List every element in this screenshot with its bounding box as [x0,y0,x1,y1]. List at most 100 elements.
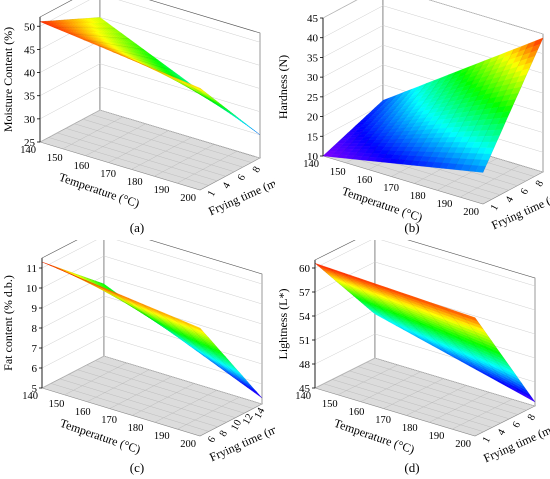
z-tick-label: 50 [24,21,36,33]
floor-gridline [50,383,209,432]
x-tick-label: 190 [437,199,453,210]
surface-meshline [322,100,384,157]
z-tick-label: 10 [307,151,319,163]
z-axis-label: Lightness (L*) [276,289,290,360]
z-axis-label: Fat content (% d.b.) [1,275,15,371]
z-tick-label: 30 [307,72,319,84]
panel-c: 5 6 7 8 9 10 11 140 150 160 170 180 190 200 6 8 10 12 14 Fa… [0,240,275,479]
x-tick-label: 180 [127,177,143,188]
surface-meshline [156,69,217,103]
floor-gridline [68,374,227,423]
z-tick-label: 9 [32,303,38,315]
surface-meshline [112,51,173,71]
floor-gridline [91,114,252,163]
x-tick-label: 180 [128,423,144,434]
surface-meshline [381,77,442,163]
floor-gridline [109,376,172,409]
z-tick-label: 51 [299,335,310,347]
x-tick-label: 140 [295,391,311,402]
y-tick-label: 6 [519,187,531,197]
y-tick-label: 10 [229,418,244,432]
surface-meshline [373,282,434,347]
floor-gridline [357,366,518,415]
floor-gridline [452,398,513,430]
surface-meshline [199,87,261,136]
z-tick-label: 30 [24,114,36,126]
surface-meshline [343,272,405,331]
x-tick-label: 170 [101,415,117,426]
floor-gridline [131,137,192,170]
floor-gridline [85,123,146,156]
x-tick-label: 160 [357,175,373,186]
surface-meshline [98,45,159,61]
surface-meshline [85,279,148,316]
z-tick-label: 35 [24,91,36,103]
floor-gridline [57,132,218,182]
x-tick-label: 160 [349,407,365,418]
surface-cell [192,84,203,91]
wall-gridline [322,5,544,54]
wall-gridline [41,295,263,345]
x-tick-label: 150 [47,153,63,164]
wall-gridline [314,261,536,311]
floor-gridline [64,362,127,396]
z-tick-label: 48 [299,359,311,371]
y-tick-label: 6 [206,435,218,445]
surface-meshline [358,277,419,339]
x-tick-label: 180 [410,191,426,202]
y-tick-label: 4 [504,194,517,204]
surface-cell [192,324,203,332]
floor-gridline [86,364,245,414]
z-tick-label: 20 [307,112,319,124]
wall-gridline [322,0,544,35]
surface-mesh [314,263,536,403]
floor-gridline [95,360,254,409]
z-tick-label: 6 [32,363,38,375]
z-tick-label: 8 [32,323,38,335]
surface-meshline [127,57,188,82]
surface-meshline [387,287,448,355]
z-tick-label: 25 [24,137,36,149]
x-tick-label: 190 [429,431,445,442]
y-tick-label: 1 [481,435,493,445]
floor-gridline [177,150,238,184]
chart-b: 10 15 20 25 30 35 40 45 140 150 160 170 180 190 200 146… [276,0,550,235]
y-tick-label: 8 [534,179,546,189]
floor-gridline [62,116,123,150]
surface-meshline [83,39,144,50]
z-tick-label: 40 [24,68,36,80]
surface-meshline [482,37,544,173]
z-tick-label: 15 [307,131,319,143]
surface-meshline [402,292,463,363]
floor-gridline [437,158,498,191]
z-tick-label: 10 [26,283,38,295]
x-tick-label: 150 [330,167,346,178]
surface-meshline [410,66,471,166]
x-tick-label: 170 [383,183,399,194]
floor-gridline [154,144,215,177]
y-tick-label: 8 [526,413,538,423]
x-tick-label: 190 [154,431,170,442]
wall-gridline [41,255,263,305]
surface-meshline [424,60,485,167]
panel-a: 25 30 35 40 45 50 140 150 160 170 180 190 200 1 4 6 8 Moi… [0,0,275,239]
panel-label: (a) [130,220,144,235]
floor-gridline [154,390,217,423]
wall-gridline [39,86,261,136]
panel-label: (c) [130,460,144,475]
surface-meshline [337,94,398,158]
z-tick-label: 5 [32,383,38,395]
floor-gridline [406,385,467,416]
floor-gridline [383,378,444,409]
panel-d: 45 48 51 54 57 60 140 150 160 170 180 190 200 1 4 6 8 Lig… [275,240,550,479]
floor-gridline [48,137,209,186]
wall-gridline [314,240,536,287]
surface-meshline [468,43,529,172]
surface-meshline [70,273,133,305]
floor-gridline [429,392,490,423]
x-tick-label: 160 [75,407,91,418]
x-tick-label: 200 [180,439,196,450]
